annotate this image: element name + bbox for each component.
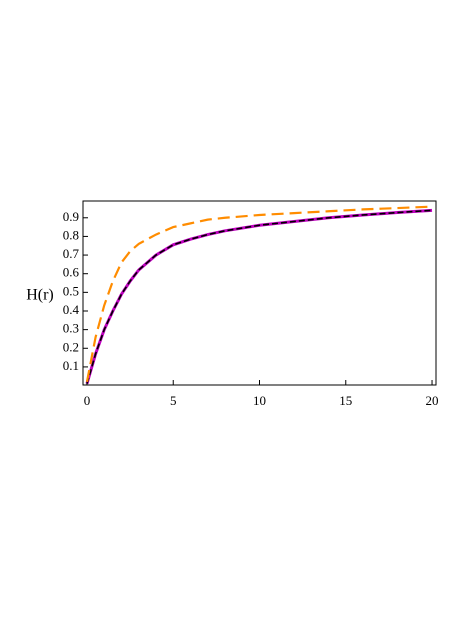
plot-frame — [82, 200, 437, 386]
series-line — [85, 205, 433, 383]
series-line — [85, 208, 433, 385]
x-tick-label: 5 — [170, 393, 177, 408]
y-tick-label: 0.8 — [63, 227, 79, 242]
x-tick-label: 15 — [339, 393, 352, 408]
x-tick-label: 0 — [84, 393, 91, 408]
y-tick-label: 0.4 — [63, 302, 80, 317]
y-axis-label: H(r) — [26, 287, 54, 304]
x-tick-label: 20 — [426, 393, 439, 408]
y-tick-label: 0.5 — [63, 283, 79, 298]
y-tick-label: 0.6 — [63, 265, 80, 280]
y-tick-label: 0.3 — [63, 321, 79, 336]
x-tick-label: 10 — [253, 393, 266, 408]
y-tick-label: 0.1 — [63, 358, 79, 373]
y-tick-label: 0.2 — [63, 339, 79, 354]
series-line — [86, 209, 433, 384]
y-tick-label: 0.7 — [63, 246, 80, 261]
y-tick-label: 0.9 — [63, 209, 79, 224]
